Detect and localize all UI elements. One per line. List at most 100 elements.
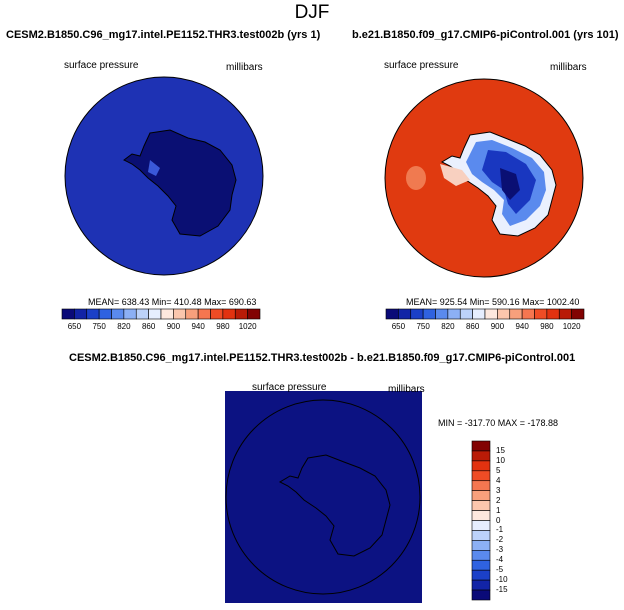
panel2-colorbar-swatch (571, 308, 585, 320)
panel3-colorbar-tick-label: 1 (496, 505, 501, 515)
panel3-colorbar-tick-label: 15 (496, 445, 505, 455)
panel2-colorbar-swatch (509, 308, 523, 320)
panel2-plateau-core (500, 168, 520, 200)
panel2-warm-spot (406, 166, 426, 190)
panel1-colorbar-swatch (86, 308, 100, 320)
panel3-colorbar-swatch (471, 510, 491, 521)
panel1-colorbar (61, 308, 261, 320)
panel1-colorbar-tick-label: 650 (67, 322, 82, 331)
panel2-colorbar-tick-label: 900 (490, 322, 505, 331)
panel1-units-label: millibars (226, 62, 263, 73)
panel2-units-label: millibars (550, 62, 587, 73)
panel3-variable-label: surface pressure (252, 382, 327, 393)
panel3-colorbar-swatch (471, 530, 491, 541)
panel2-map (384, 78, 584, 278)
panel3-colorbar-tick-label: 5 (496, 465, 501, 475)
panel3-colorbar-swatch (471, 470, 491, 482)
panel2-colorbar-swatch (484, 308, 498, 320)
panel1-colorbar-tick-label: 860 (141, 322, 156, 331)
panel3-colorbar-swatch (471, 480, 491, 491)
panel1-colorbar-swatch (210, 308, 224, 320)
panel3-colorbar-swatch (471, 490, 491, 501)
panel3-colorbar-tick-label: 2 (496, 495, 501, 505)
panel3-colorbar-swatch (471, 450, 491, 462)
panel3-colorbar-tick-label: -15 (496, 585, 508, 595)
panel1-colorbar-swatch (61, 308, 75, 320)
panel3-colorbar-tick-label: -10 (496, 575, 508, 585)
panel3-colorbar-swatch (471, 500, 491, 511)
panel2-colorbar-swatch (447, 308, 461, 320)
panel3-antarctica (278, 454, 391, 557)
panel1-colorbar-swatch (74, 308, 88, 320)
panel1-colorbar-swatch (111, 308, 125, 320)
panel3-colorbar-tick-label: 3 (496, 485, 501, 495)
panel2-title: b.e21.B1850.f09_g17.CMIP6-piControl.001 … (352, 29, 619, 41)
panel1-colorbar-tick-label: 940 (191, 322, 205, 331)
panel3-colorbar-swatch (471, 550, 491, 561)
panel2-colorbar-swatch (385, 308, 399, 320)
panel3-colorbar-tick-label: -5 (496, 565, 504, 575)
panel1-colorbar-tick-label: 980 (216, 322, 230, 331)
panel3-colorbar-swatch (471, 559, 491, 571)
panel2-colorbar-swatch (521, 308, 535, 320)
panel3-colorbar-tick-label: -4 (496, 555, 504, 565)
panel3-colorbar-swatch (471, 520, 491, 531)
panel2-colorbar-swatch (422, 308, 436, 320)
panel2-colorbar-swatch (410, 308, 424, 320)
panel3-colorbar-swatch (471, 460, 491, 472)
panel3-map (225, 391, 422, 603)
panel1-colorbar-swatch (222, 308, 236, 320)
panel1-ross-shelf (148, 160, 160, 176)
panel2-colorbar-swatch (459, 308, 473, 320)
panel3-colorbar-swatch (471, 540, 491, 551)
panel1-colorbar-swatch (160, 308, 174, 320)
panel3-colorbar-tick-label: 10 (496, 455, 505, 465)
panel3-colorbar-tick-label: -3 (496, 545, 504, 555)
panel2-colorbar-tick-label: 860 (465, 322, 480, 331)
panel1-colorbar-swatch (185, 308, 199, 320)
panel1-colorbar-tick-label: 1020 (238, 322, 257, 331)
panel2-colorbar-swatch (398, 308, 412, 320)
panel1-colorbar-tick-label: 820 (117, 322, 131, 331)
panel1-antarctica (123, 129, 237, 237)
panel1-colorbar-swatch (173, 308, 187, 320)
panel1-colorbar-swatch (234, 308, 248, 320)
panel3-units-label: millibars (388, 384, 425, 395)
panel3-colorbar-tick-label: 0 (496, 515, 501, 525)
panel3-stats: MIN = -317.70 MAX = -178.88 (438, 418, 559, 428)
panel1-colorbar-swatch (197, 308, 211, 320)
panel2-colorbar-tick-label: 980 (540, 322, 554, 331)
panel3-colorbar-swatch (471, 569, 491, 581)
panel3-colorbar-swatch (471, 440, 491, 452)
panel1-colorbar-swatch (123, 308, 137, 320)
panel2-colorbar-tick-label: 940 (515, 322, 529, 331)
panel1-colorbar-tick-label: 750 (92, 322, 106, 331)
panel3-fill (225, 391, 422, 603)
panel2-colorbar-swatch (435, 308, 449, 320)
panel1-colorbar-tick-label: 900 (166, 322, 181, 331)
panel2-colorbar-tick-label: 820 (441, 322, 455, 331)
panel2-colorbar-tick-label: 650 (391, 322, 406, 331)
panel2-colorbar-tick-label: 750 (416, 322, 430, 331)
panel3-colorbar-tick-label: 4 (496, 475, 501, 485)
panel2-colorbar-swatch (497, 308, 511, 320)
panel3-circle (225, 399, 421, 595)
panel1-map (64, 76, 264, 276)
panel1-colorbar-swatch (247, 308, 261, 320)
panel2-colorbar-swatch (534, 308, 548, 320)
panel2-colorbar-swatch (546, 308, 560, 320)
panel1-title: CESM2.B1850.C96_mg17.intel.PE1152.THR3.t… (6, 29, 321, 41)
panel2-colorbar-tick-label: 1020 (562, 322, 581, 331)
panel2-stats: MEAN= 925.54 Min= 590.16 Max= 1002.40 (406, 297, 580, 307)
panel3-colorbar-swatch (471, 579, 491, 591)
panel1-stats: MEAN= 638.43 Min= 410.48 Max= 690.63 (88, 297, 257, 307)
panel1-variable-label: surface pressure (64, 60, 139, 71)
panel2-ross-shelf (440, 164, 470, 186)
panel1-colorbar-swatch (98, 308, 112, 320)
panel1-colorbar-swatch (148, 308, 162, 320)
panel2-colorbar-swatch (558, 308, 572, 320)
panel3-colorbar-tick-label: -1 (496, 525, 504, 535)
panel3-colorbar (471, 440, 491, 601)
panel3-colorbar-swatch (471, 589, 491, 601)
